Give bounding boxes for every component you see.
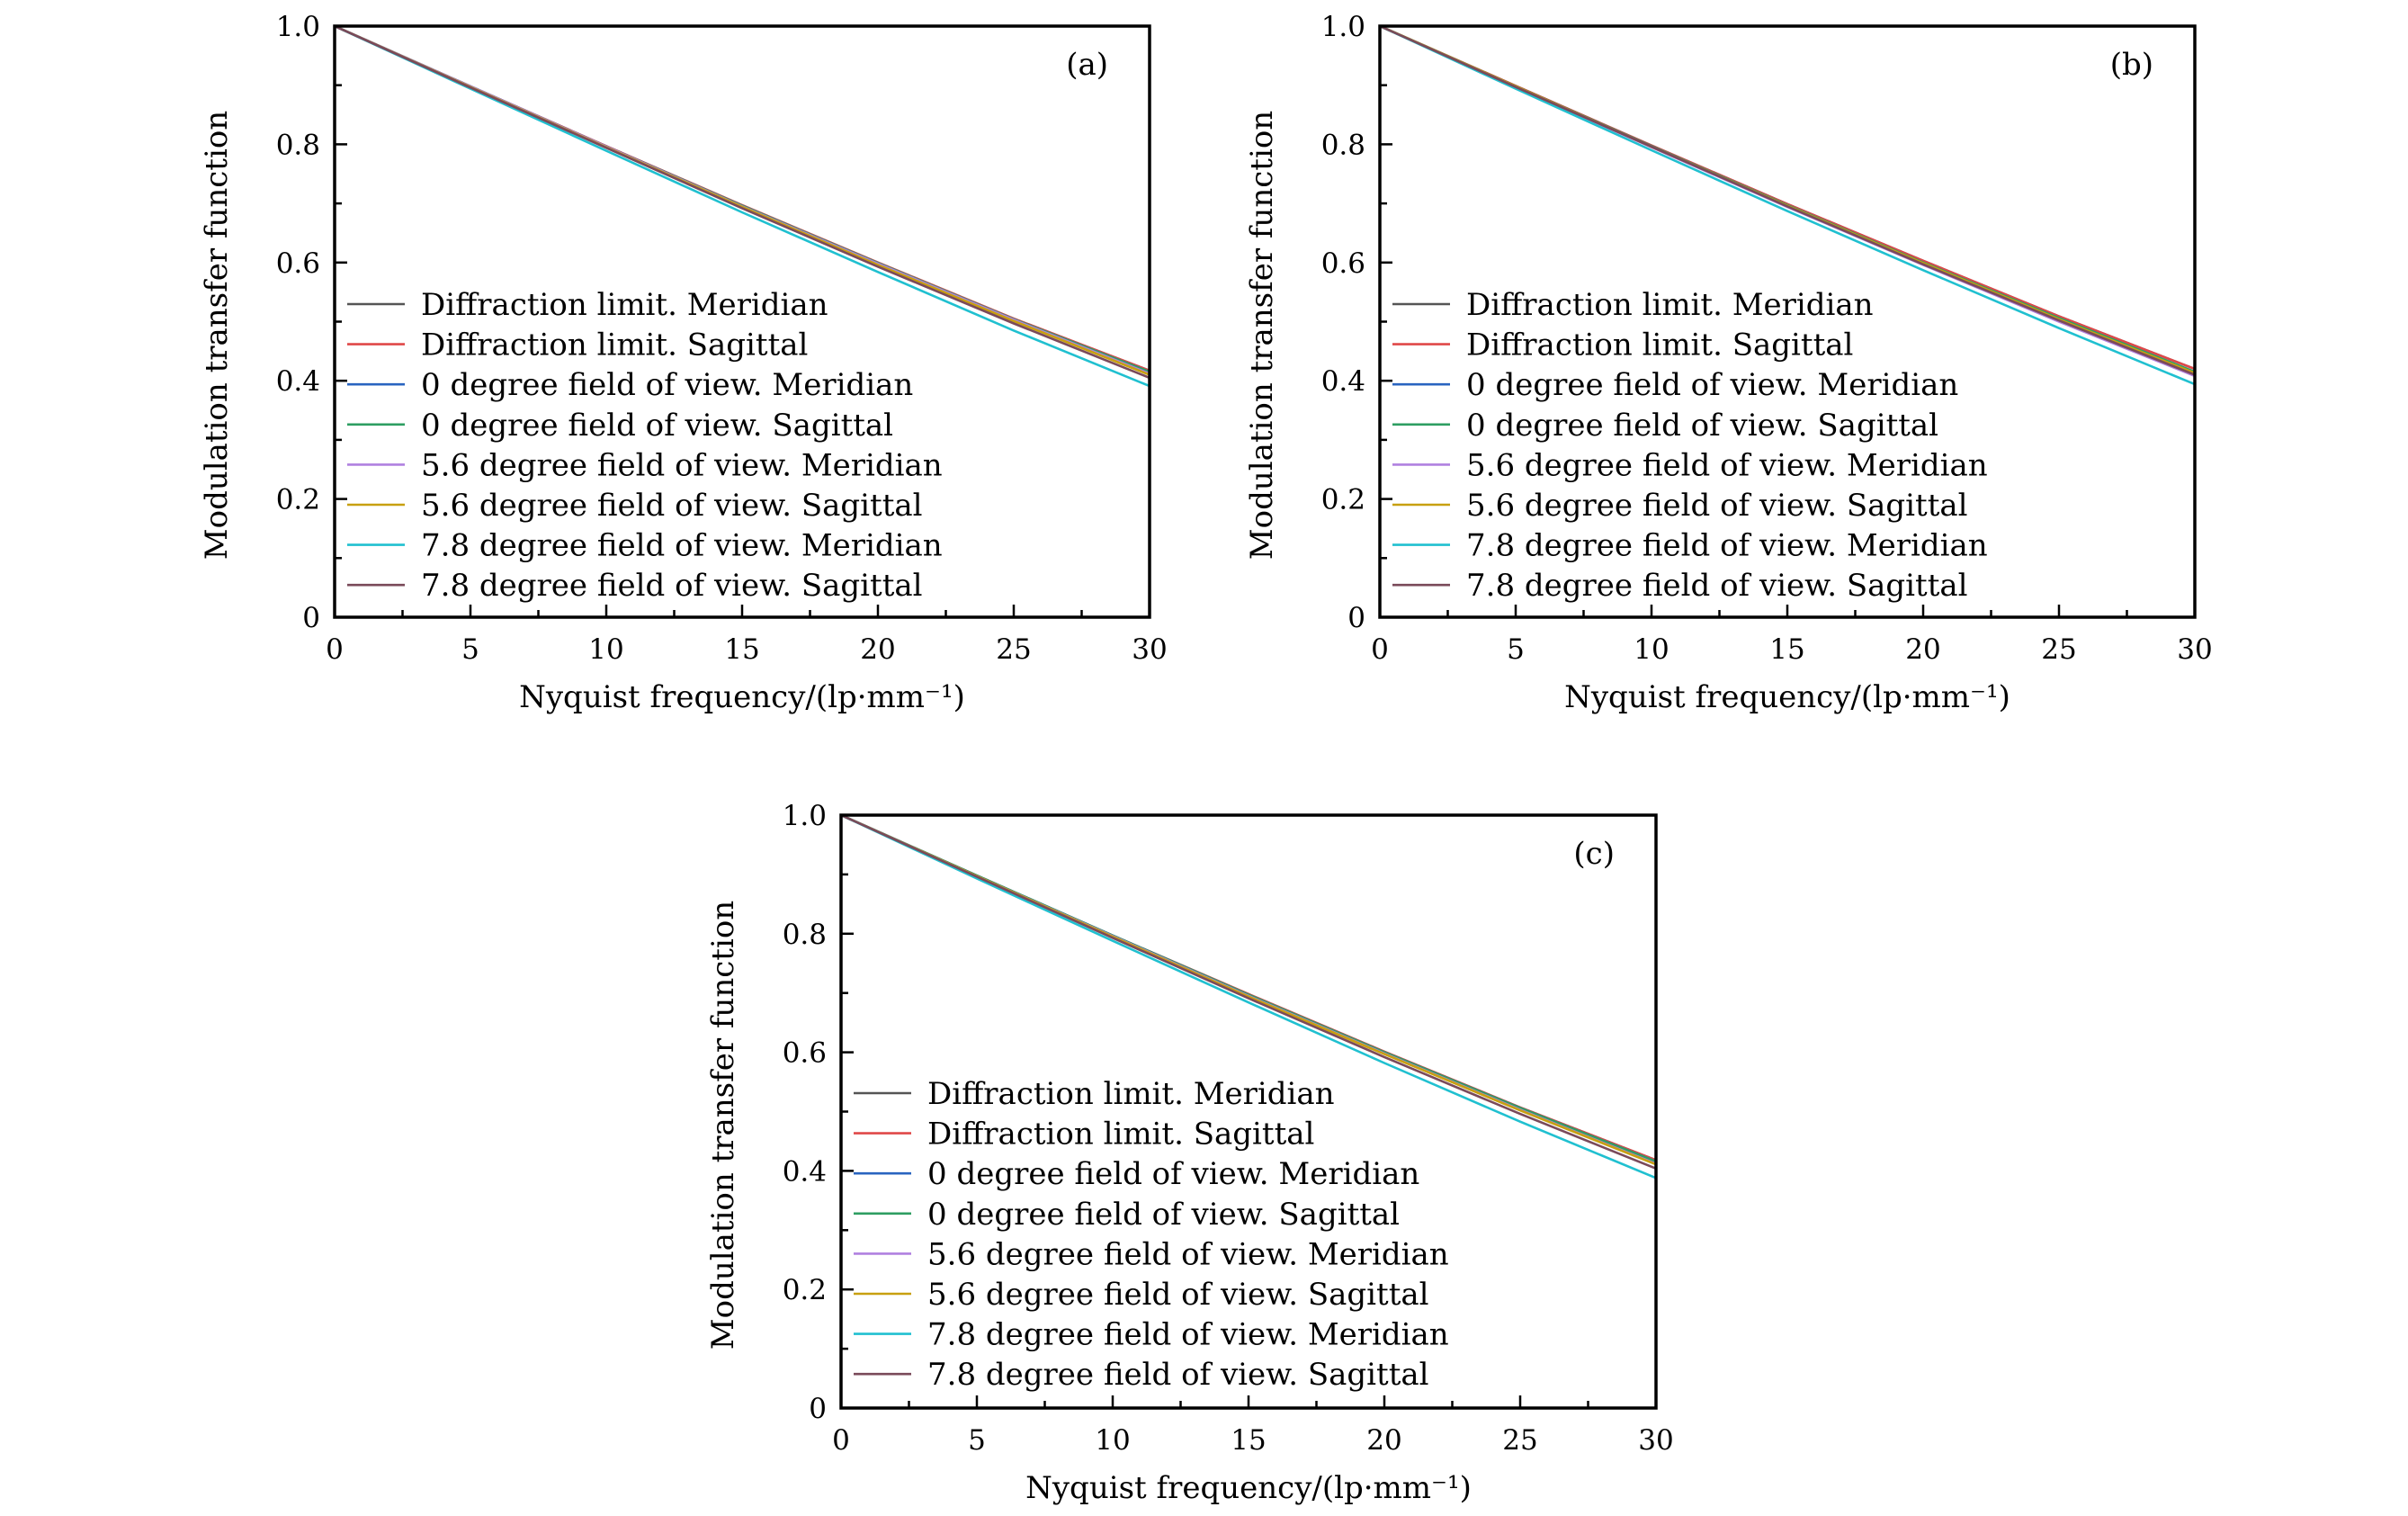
legend-label: 5.6 degree field of view. Sagittal xyxy=(421,488,923,524)
x-axis-title: Nyquist frequency/(lp·mm⁻¹) xyxy=(1025,1470,1472,1506)
series-line xyxy=(334,24,1150,380)
legend-label: 7.8 degree field of view. Sagittal xyxy=(1466,568,1968,604)
x-tick-label: 10 xyxy=(588,633,623,666)
y-tick-label: 0.8 xyxy=(783,919,827,951)
legend-label: 0 degree field of view. Meridian xyxy=(927,1156,1419,1192)
legend: Diffraction limit. Meridian Diffraction l… xyxy=(1392,287,1988,604)
legend-label: 7.8 degree field of view. Meridian xyxy=(927,1317,1449,1353)
y-axis-title: Modulation transfer function xyxy=(1244,111,1280,560)
x-axis-title: Nyquist frequency/(lp·mm⁻¹) xyxy=(519,679,965,715)
legend-label: 7.8 degree field of view. Sagittal xyxy=(927,1357,1429,1393)
y-tick-label: 0.6 xyxy=(1321,247,1365,280)
chart-panel-a: 0 5 10 15 20 25 30 0 0.2 0.4 0.6 0.8 1.0 Nyquist freq… xyxy=(199,11,1168,715)
y-tick-label: 0.8 xyxy=(276,129,320,161)
y-tick-label: 0 xyxy=(809,1393,827,1425)
legend-label: 0 degree field of view. Sagittal xyxy=(421,408,893,444)
series-line xyxy=(1379,24,2196,376)
x-tick-label: 25 xyxy=(1502,1424,1537,1457)
legend-label: 5.6 degree field of view. Meridian xyxy=(1466,447,1988,483)
legend-label: 0 degree field of view. Sagittal xyxy=(1466,408,1938,444)
y-tick-label: 0.4 xyxy=(1321,365,1365,398)
y-axis-title: Modulation transfer function xyxy=(199,111,235,560)
y-tick-label: 0.8 xyxy=(1321,129,1365,161)
x-tick-label: 5 xyxy=(1507,633,1525,666)
x-tick-label: 5 xyxy=(461,633,479,666)
x-tick-label: 30 xyxy=(1638,1424,1673,1457)
legend-label: 5.6 degree field of view. Sagittal xyxy=(1466,488,1968,524)
legend-label: 5.6 degree field of view. Sagittal xyxy=(927,1277,1429,1313)
y-axis-title: Modulation transfer function xyxy=(705,901,741,1350)
panel-label: (c) xyxy=(1573,836,1615,872)
y-tick-label: 1.0 xyxy=(1321,11,1365,43)
legend-label: Diffraction limit. Sagittal xyxy=(421,327,808,363)
y-tick-label: 0.6 xyxy=(783,1037,827,1070)
legend-label: 0 degree field of view. Meridian xyxy=(1466,367,1958,403)
x-tick-label: 10 xyxy=(1634,633,1669,666)
x-tick-label: 0 xyxy=(1371,633,1389,666)
legend: Diffraction limit. Meridian Diffraction l… xyxy=(347,287,943,604)
x-tick-label: 15 xyxy=(1769,633,1804,666)
x-tick-label: 20 xyxy=(1905,633,1940,666)
x-axis-title: Nyquist frequency/(lp·mm⁻¹) xyxy=(1564,679,2010,715)
y-tick-label: 0.6 xyxy=(276,247,320,280)
legend-label: 0 degree field of view. Meridian xyxy=(421,367,913,403)
legend-label: 7.8 degree field of view. Meridian xyxy=(421,528,943,564)
legend-label: Diffraction limit. Sagittal xyxy=(1466,327,1853,363)
legend-label: 5.6 degree field of view. Meridian xyxy=(421,447,943,483)
y-tick-label: 0.2 xyxy=(783,1274,827,1306)
legend-label: 7.8 degree field of view. Sagittal xyxy=(421,568,923,604)
series-line xyxy=(840,813,1657,1171)
legend-label: 7.8 degree field of view. Meridian xyxy=(1466,528,1988,564)
x-tick-label: 30 xyxy=(1132,633,1167,666)
series-line xyxy=(840,813,1657,1180)
legend-label: Diffraction limit. Meridian xyxy=(927,1076,1335,1112)
chart-panel-b: 0 5 10 15 20 25 30 0 0.2 0.4 0.6 0.8 1.0 Nyquist freq… xyxy=(1244,11,2213,715)
y-tick-label: 1.0 xyxy=(783,800,827,832)
x-tick-label: 10 xyxy=(1095,1424,1130,1457)
y-tick-label: 0.2 xyxy=(1321,484,1365,516)
series-line xyxy=(1379,24,2196,386)
legend-label: Diffraction limit. Meridian xyxy=(1466,287,1874,323)
panel-label: (a) xyxy=(1066,47,1108,83)
x-tick-label: 20 xyxy=(860,633,895,666)
legend: Diffraction limit. Meridian Diffraction l… xyxy=(854,1076,1449,1393)
x-tick-label: 5 xyxy=(968,1424,986,1457)
y-tick-label: 0.4 xyxy=(783,1155,827,1188)
panel-label: (b) xyxy=(2110,47,2153,83)
x-tick-label: 30 xyxy=(2177,633,2212,666)
x-tick-label: 0 xyxy=(832,1424,850,1457)
y-tick-label: 0.2 xyxy=(276,484,320,516)
y-tick-label: 0 xyxy=(302,602,320,634)
legend-label: Diffraction limit. Sagittal xyxy=(927,1117,1314,1153)
x-tick-label: 20 xyxy=(1366,1424,1401,1457)
legend-label: Diffraction limit. Meridian xyxy=(421,287,828,323)
legend-label: 0 degree field of view. Sagittal xyxy=(927,1197,1400,1233)
x-tick-label: 15 xyxy=(1231,1424,1266,1457)
chart-panel-c: 0 5 10 15 20 25 30 0 0.2 0.4 0.6 0.8 1.0 Nyquist freq… xyxy=(705,800,1674,1506)
x-tick-label: 15 xyxy=(724,633,759,666)
legend-label: 5.6 degree field of view. Meridian xyxy=(927,1236,1449,1272)
x-tick-label: 25 xyxy=(2041,633,2076,666)
x-tick-label: 0 xyxy=(326,633,344,666)
y-tick-label: 1.0 xyxy=(276,11,320,43)
y-tick-label: 0 xyxy=(1347,602,1365,634)
y-tick-label: 0.4 xyxy=(276,365,320,398)
x-tick-label: 25 xyxy=(996,633,1031,666)
